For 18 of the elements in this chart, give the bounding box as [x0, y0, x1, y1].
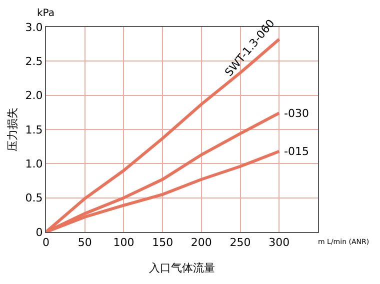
y-tick-label: 0 [36, 226, 43, 239]
y-tick-label: 1.5 [25, 123, 43, 136]
x-tick-label: 50 [78, 236, 92, 250]
series-label: -015 [284, 145, 309, 158]
y-tick-label: 2.5 [25, 55, 43, 68]
y-tick-label: 1.0 [25, 158, 43, 171]
y-axis-title: 压力损失 [6, 108, 19, 152]
x-tick-label: 200 [190, 236, 212, 250]
y-tick-label: 2.0 [25, 89, 43, 102]
series-label: -030 [284, 107, 309, 120]
y-tick-label: 0.5 [25, 192, 43, 205]
text: kPa [37, 8, 54, 19]
x-tick-label: 250 [230, 236, 251, 250]
x-tick-label: 150 [152, 236, 174, 250]
x-tick-label: 100 [113, 236, 134, 250]
y-tick-label: 3.0 [25, 20, 43, 34]
x-tick-label: 300 [268, 236, 290, 250]
x-axis-title: 入口气体流量 [149, 261, 215, 274]
